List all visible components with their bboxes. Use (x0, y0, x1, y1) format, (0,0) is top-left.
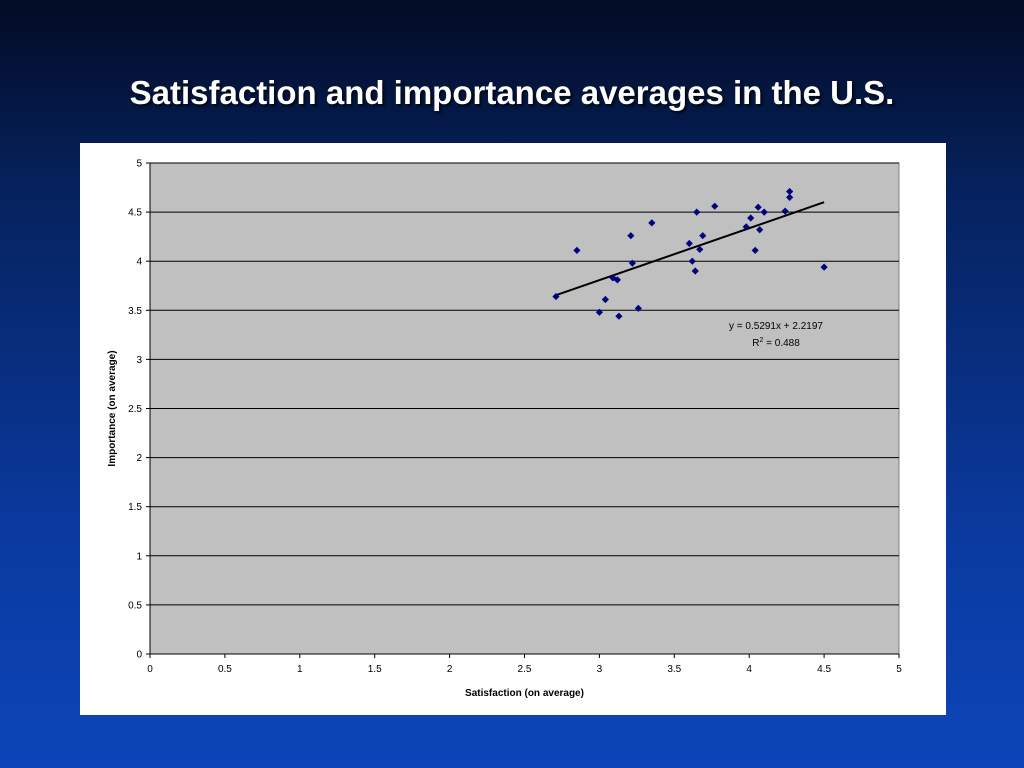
y-tick-label-5: 2.5 (128, 404, 142, 415)
data-point-7 (627, 232, 635, 240)
y-axis-title: Importance (on average) (107, 350, 118, 466)
x-tick-label-7: 3.5 (667, 664, 681, 675)
y-tick-label-7: 3.5 (128, 306, 142, 317)
trendline-equation: y = 0.5291x + 2.2197 (729, 321, 823, 332)
y-tick-label-2: 1 (136, 551, 142, 562)
y-tick-label-3: 1.5 (128, 502, 142, 513)
axes: 0 0.5 1 1.5 2 2.5 3 3.5 4 4.5 5 0 0.5 1 1.5 2 2.5 3 3.5 4 4.… (128, 159, 902, 676)
r-squared-letter: R (752, 338, 759, 349)
y-tick-label-6: 3 (136, 355, 142, 366)
y-tick-label-4: 2 (136, 453, 142, 464)
r-squared-superscript: 2 (759, 337, 763, 344)
data-point-8 (628, 259, 636, 267)
y-tick-label-10: 5 (136, 159, 142, 170)
scatter-chart: 0 0.5 1 1.5 2 2.5 3 3.5 4 4.5 5 0 0.5 1 1.5 2 2.5 3 3.5 4 4.… (107, 159, 902, 700)
gridlines (150, 162, 899, 606)
data-point-22 (756, 226, 764, 234)
x-tick-label-2: 1 (297, 664, 303, 675)
y-tick-label-9: 4.5 (128, 208, 142, 219)
y-tick-label-1: 0.5 (128, 600, 142, 611)
data-point-26 (786, 193, 794, 201)
data-point-10 (648, 219, 656, 227)
x-tick-label-6: 3 (597, 664, 603, 675)
data-point-17 (711, 202, 719, 210)
x-tick-label-0: 0 (147, 664, 153, 675)
data-point-20 (751, 246, 759, 254)
x-axis-title: Satisfaction (on average) (465, 688, 584, 699)
x-tick-label-9: 4.5 (817, 664, 831, 675)
chart-panel: 0 0.5 1 1.5 2 2.5 3 3.5 4 4.5 5 0 0.5 1 1.5 2 2.5 3 3.5 4 4.… (80, 143, 946, 715)
data-point-9 (634, 304, 642, 312)
data-point-6 (615, 312, 623, 320)
x-tick-label-4: 2 (447, 664, 453, 675)
x-tick-label-3: 1.5 (368, 664, 382, 675)
trendline (555, 201, 825, 297)
data-point-25 (786, 187, 794, 196)
r-squared-value: = 0.488 (763, 338, 800, 349)
data-point-14 (693, 208, 701, 216)
r-squared-label: R2 = 0.488 (752, 337, 800, 349)
data-point-0 (552, 292, 560, 301)
data-point-16 (699, 232, 707, 240)
data-point-24 (781, 207, 789, 215)
x-tick-label-1: 0.5 (218, 664, 232, 675)
data-point-23 (760, 208, 768, 216)
data-point-1 (573, 246, 581, 254)
x-tick-label-5: 2.5 (518, 664, 532, 675)
x-tick-label-8: 4 (746, 664, 752, 675)
data-point-3 (601, 295, 609, 304)
y-tick-label-0: 0 (136, 650, 142, 661)
x-tick-label-10: 5 (896, 664, 902, 675)
y-tick-label-8: 4 (136, 257, 142, 268)
data-point-21 (754, 203, 762, 211)
slide-title: Satisfaction and importance averages in … (129, 74, 895, 111)
data-point-19 (747, 214, 755, 222)
trendline-group (555, 201, 825, 297)
